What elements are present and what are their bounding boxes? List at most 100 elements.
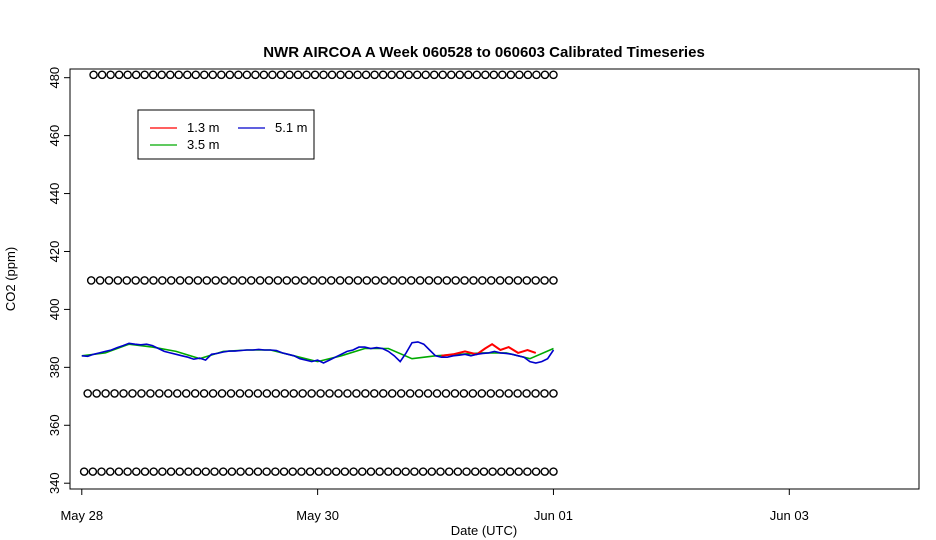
circle-marker: [92, 389, 101, 398]
circle-marker: [444, 467, 454, 476]
circle-marker: [211, 276, 220, 285]
circle-marker: [298, 389, 307, 398]
circle-marker: [110, 389, 119, 398]
circle-marker: [199, 389, 209, 398]
circle-marker: [184, 276, 194, 285]
circle-marker: [513, 276, 523, 285]
circle-marker: [217, 70, 226, 80]
circle-marker: [164, 389, 173, 398]
circle-marker: [95, 276, 105, 285]
circle-marker: [318, 276, 327, 285]
circle-marker: [506, 70, 516, 80]
circle-marker: [414, 389, 424, 398]
circle-markers: [79, 70, 558, 476]
circle-marker: [463, 70, 473, 80]
circle-marker: [88, 467, 98, 476]
circle-marker: [123, 70, 132, 80]
circle-marker: [140, 276, 149, 285]
x-tick-label: Jun 01: [534, 508, 573, 523]
circle-marker: [340, 467, 350, 476]
circle-marker: [227, 467, 237, 476]
circle-marker: [280, 389, 290, 398]
circle-marker: [472, 70, 482, 80]
circle-marker: [259, 70, 269, 80]
circle-marker: [450, 389, 460, 398]
circle-marker: [238, 276, 247, 285]
circle-marker: [105, 467, 115, 476]
circle-marker: [323, 467, 332, 476]
circle-marker: [271, 467, 280, 476]
circle-marker: [478, 276, 487, 285]
circle-marker: [123, 467, 132, 476]
circle-marker: [433, 276, 443, 285]
circle-marker: [392, 467, 402, 476]
circle-marker: [137, 389, 146, 398]
circle-marker: [307, 389, 316, 398]
circle-marker: [523, 467, 532, 476]
circle-marker: [540, 467, 550, 476]
circle-marker: [336, 70, 345, 80]
circle-marker: [285, 70, 294, 80]
circle-marker: [157, 70, 167, 80]
circle-marker: [208, 389, 218, 398]
circle-marker: [462, 467, 471, 476]
circle-marker: [326, 276, 336, 285]
x-axis-label: Date (UTC): [451, 523, 517, 538]
circle-marker: [271, 389, 281, 398]
circle-marker: [242, 70, 252, 80]
circle-marker: [441, 389, 451, 398]
circle-marker: [540, 70, 550, 80]
circle-marker: [184, 467, 193, 476]
circle-marker: [131, 467, 141, 476]
circle-marker: [149, 467, 158, 476]
circle-marker: [549, 70, 558, 80]
circle-marker: [513, 389, 522, 398]
y-axis: 340 360 380 400 420 440 460 480: [47, 67, 71, 494]
circle-marker: [119, 389, 128, 398]
x-axis: May 28 May 30 Jun 01 Jun 03: [60, 488, 809, 523]
y-tick-label: 360: [47, 414, 62, 436]
circle-marker: [406, 276, 416, 285]
circle-marker: [89, 70, 98, 80]
y-tick-label: 480: [47, 67, 62, 89]
circle-marker: [549, 467, 558, 476]
circle-marker: [236, 467, 245, 476]
circle-marker: [255, 276, 265, 285]
circle-marker: [489, 70, 499, 80]
legend-label: 5.1 m: [275, 120, 308, 135]
circle-marker: [514, 467, 523, 476]
circle-marker: [175, 276, 185, 285]
circle-marker: [104, 276, 114, 285]
circle-marker: [210, 467, 219, 476]
circle-marker: [293, 70, 303, 80]
circle-marker: [349, 467, 358, 476]
circle-marker: [122, 276, 132, 285]
circle-marker: [276, 70, 286, 80]
circle-marker: [504, 276, 514, 285]
circle-marker: [291, 276, 300, 285]
circle-marker: [288, 467, 298, 476]
circle-marker: [370, 389, 379, 398]
circle-marker: [549, 389, 558, 398]
circle-marker: [166, 276, 176, 285]
circle-marker: [477, 389, 487, 398]
circle-marker: [192, 467, 202, 476]
circle-marker: [182, 70, 192, 80]
circle-marker: [540, 389, 549, 398]
circle-marker: [174, 70, 184, 80]
circle-marker: [149, 276, 158, 285]
chart-title: NWR AIRCOA A Week 060528 to 060603 Calib…: [263, 44, 705, 61]
circle-marker: [146, 389, 155, 398]
circle-marker: [300, 276, 309, 285]
circle-marker: [113, 276, 123, 285]
circle-marker: [401, 467, 411, 476]
circle-marker: [158, 276, 167, 285]
circle-marker: [412, 70, 422, 80]
circle-marker: [497, 467, 506, 476]
circle-marker: [361, 70, 371, 80]
circle-marker: [273, 276, 283, 285]
circle-marker: [531, 276, 540, 285]
circle-marker: [481, 70, 490, 80]
circle-marker: [217, 389, 227, 398]
circle-marker: [498, 70, 507, 80]
